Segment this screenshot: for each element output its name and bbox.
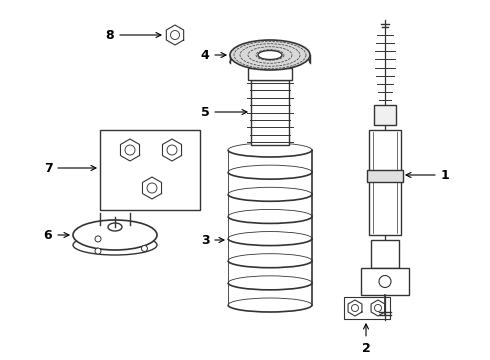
Text: 5: 5 — [200, 105, 247, 118]
Bar — [344, 297, 390, 319]
Ellipse shape — [73, 235, 157, 255]
Bar — [374, 105, 396, 125]
Text: 3: 3 — [201, 234, 224, 247]
Bar — [361, 268, 409, 295]
Text: 7: 7 — [44, 162, 96, 175]
Bar — [251, 80, 289, 145]
Circle shape — [95, 236, 101, 242]
Text: 4: 4 — [200, 49, 226, 62]
Bar — [367, 170, 403, 182]
Text: 8: 8 — [106, 28, 161, 41]
Ellipse shape — [108, 223, 122, 231]
Text: 2: 2 — [362, 324, 370, 355]
Circle shape — [95, 248, 101, 254]
Ellipse shape — [230, 40, 310, 70]
Text: 6: 6 — [44, 229, 69, 242]
Circle shape — [379, 275, 391, 288]
Ellipse shape — [73, 220, 157, 250]
Bar — [248, 68, 292, 80]
Bar — [100, 130, 200, 210]
Ellipse shape — [258, 50, 282, 59]
Text: 1: 1 — [406, 168, 449, 181]
Bar — [369, 130, 401, 235]
Circle shape — [142, 246, 147, 252]
Bar — [371, 240, 399, 268]
